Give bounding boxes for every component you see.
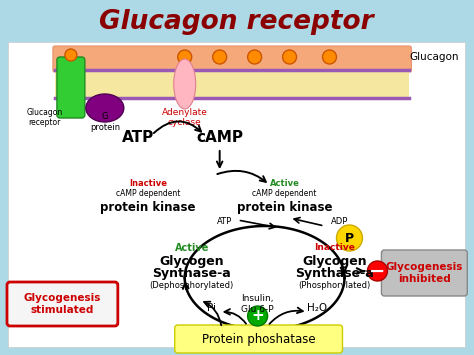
Text: Glycogen: Glycogen (159, 256, 224, 268)
FancyBboxPatch shape (175, 325, 343, 353)
FancyBboxPatch shape (57, 57, 85, 118)
Text: Insulin,
Glu 6-P: Insulin, Glu 6-P (241, 294, 274, 314)
Text: Pi: Pi (207, 303, 216, 313)
Text: Inactive: Inactive (314, 244, 355, 252)
Ellipse shape (174, 59, 196, 109)
Text: −: − (369, 262, 386, 280)
Bar (55, 70, 410, 98)
Circle shape (337, 225, 363, 251)
Text: Glycogenesis
inhibited: Glycogenesis inhibited (386, 262, 463, 284)
FancyBboxPatch shape (7, 282, 118, 326)
Text: Synthase-a: Synthase-a (152, 268, 231, 280)
Text: protein kinase: protein kinase (237, 201, 332, 213)
Text: cAMP: cAMP (196, 131, 243, 146)
FancyBboxPatch shape (382, 250, 467, 296)
Circle shape (367, 261, 387, 281)
Text: Glucagon receptor: Glucagon receptor (100, 9, 374, 35)
Circle shape (213, 50, 227, 64)
Text: Active: Active (174, 243, 209, 253)
Text: H₂O: H₂O (308, 303, 328, 313)
Text: ADP: ADP (331, 218, 348, 226)
Text: Glycogen: Glycogen (302, 256, 367, 268)
Text: Glucagon
receptor: Glucagon receptor (27, 108, 63, 127)
Circle shape (283, 50, 297, 64)
Circle shape (322, 50, 337, 64)
Text: G
protein: G protein (90, 112, 120, 132)
Text: Glucagon: Glucagon (410, 52, 459, 62)
Text: +: + (251, 308, 264, 323)
Circle shape (247, 306, 268, 326)
Ellipse shape (86, 94, 124, 122)
Text: protein kinase: protein kinase (100, 201, 196, 213)
Text: ATP: ATP (217, 218, 232, 226)
Circle shape (247, 50, 262, 64)
FancyBboxPatch shape (8, 42, 465, 347)
Circle shape (65, 49, 77, 61)
Text: Protein phoshatase: Protein phoshatase (202, 333, 315, 345)
Text: Glycogenesis
stimulated: Glycogenesis stimulated (23, 293, 100, 315)
Text: Active: Active (270, 179, 300, 187)
Text: Inactive: Inactive (129, 179, 167, 187)
Text: Adenylate
cyclase: Adenylate cyclase (162, 108, 208, 127)
Circle shape (178, 50, 191, 64)
Text: Synthase-a: Synthase-a (295, 268, 374, 280)
Text: cAMP dependent: cAMP dependent (252, 189, 317, 197)
Text: (Dephosphorylated): (Dephosphorylated) (150, 280, 234, 289)
Text: ATP: ATP (122, 131, 154, 146)
FancyBboxPatch shape (53, 46, 411, 72)
Text: cAMP dependent: cAMP dependent (116, 189, 180, 197)
Text: (Phosphorylated): (Phosphorylated) (298, 280, 371, 289)
Text: P: P (345, 231, 354, 245)
